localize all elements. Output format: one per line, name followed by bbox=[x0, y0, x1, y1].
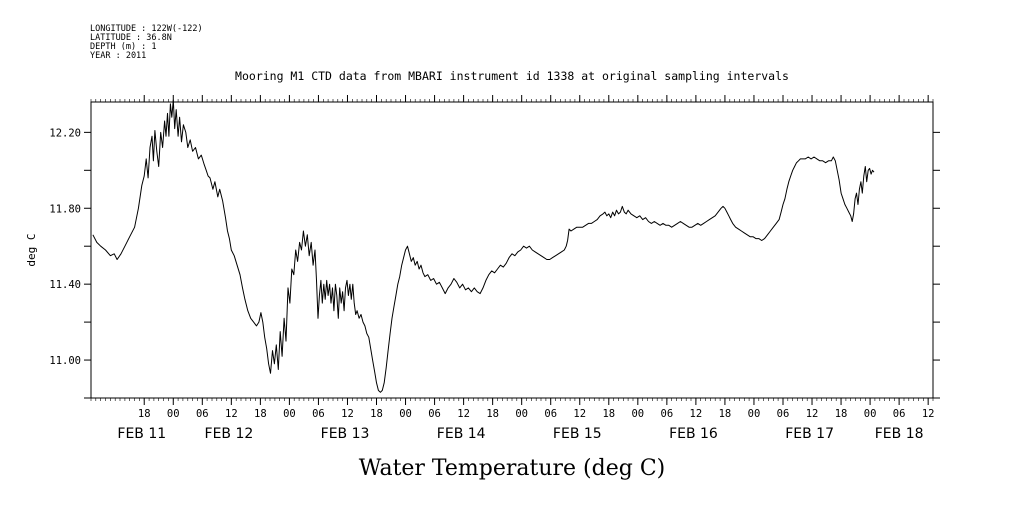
day-label: FEB 17 bbox=[785, 426, 834, 442]
y-tick-label: 12.20 bbox=[49, 127, 81, 139]
metadata-block: LONGITUDE : 122W(-122) LATITUDE : 36.8N … bbox=[90, 24, 203, 61]
x-tick-label: 18 bbox=[602, 408, 615, 420]
y-tick-group: 11.00 11.40 11.80 12.20 bbox=[49, 127, 940, 399]
x-tick-label: 12 bbox=[225, 408, 238, 420]
day-label: FEB 13 bbox=[321, 426, 370, 442]
latitude-text: LATITUDE : 36.8N bbox=[90, 33, 172, 43]
y-tick-label: 11.80 bbox=[49, 203, 81, 215]
depth-text: DEPTH (m) : 1 bbox=[90, 42, 157, 52]
x-tick-label: 12 bbox=[806, 408, 819, 420]
longitude-text: LONGITUDE : 122W(-122) bbox=[90, 24, 203, 34]
day-label: FEB 16 bbox=[669, 426, 718, 442]
x-tick-label: 18 bbox=[138, 408, 151, 420]
x-tick-label: 18 bbox=[835, 408, 848, 420]
x-tick-label: 00 bbox=[864, 408, 877, 420]
day-label: FEB 15 bbox=[553, 426, 602, 442]
y-axis-label: deg C bbox=[25, 233, 38, 266]
x-tick-label: 12 bbox=[457, 408, 470, 420]
x-tick-label: 12 bbox=[922, 408, 935, 420]
plot-frame bbox=[90, 101, 934, 399]
year-text: YEAR : 2011 bbox=[90, 51, 146, 61]
day-label: FEB 12 bbox=[205, 426, 254, 442]
x-tick-label: 00 bbox=[167, 408, 180, 420]
x-tick-group: 18 00 06 12 18 00 06 12 18 00 06 12 18 00 06 12 18 00 06 12… bbox=[117, 95, 934, 442]
minor-tick-marks bbox=[90, 99, 934, 401]
x-tick-label: 18 bbox=[370, 408, 383, 420]
x-tick-label: 00 bbox=[748, 408, 761, 420]
x-tick-label: 12 bbox=[341, 408, 354, 420]
x-tick-label: 00 bbox=[515, 408, 528, 420]
x-tick-label: 00 bbox=[399, 408, 412, 420]
y-tick-label: 11.00 bbox=[49, 355, 81, 367]
day-label: FEB 18 bbox=[875, 426, 924, 442]
x-tick-label: 00 bbox=[631, 408, 644, 420]
chart-title: Mooring M1 CTD data from MBARI instrumen… bbox=[235, 69, 789, 83]
x-tick-label: 18 bbox=[254, 408, 267, 420]
day-label: FEB 11 bbox=[117, 426, 166, 442]
x-tick-label: 06 bbox=[428, 408, 441, 420]
x-tick-label: 06 bbox=[312, 408, 325, 420]
x-tick-label: 06 bbox=[544, 408, 557, 420]
x-tick-label: 06 bbox=[661, 408, 674, 420]
minor-ticks bbox=[90, 99, 934, 401]
x-tick-label: 06 bbox=[777, 408, 790, 420]
x-tick-label: 18 bbox=[486, 408, 499, 420]
x-tick-label: 12 bbox=[690, 408, 703, 420]
day-label: FEB 14 bbox=[437, 426, 486, 442]
x-tick-label: 00 bbox=[283, 408, 296, 420]
x-tick-label: 06 bbox=[893, 408, 906, 420]
y-tick-label: 11.40 bbox=[49, 279, 81, 291]
x-tick-label: 12 bbox=[573, 408, 586, 420]
water-temperature-line bbox=[92, 99, 875, 393]
x-tick-label: 18 bbox=[719, 408, 732, 420]
x-axis-label: Water Temperature (deg C) bbox=[359, 456, 666, 481]
x-tick-label: 06 bbox=[196, 408, 209, 420]
